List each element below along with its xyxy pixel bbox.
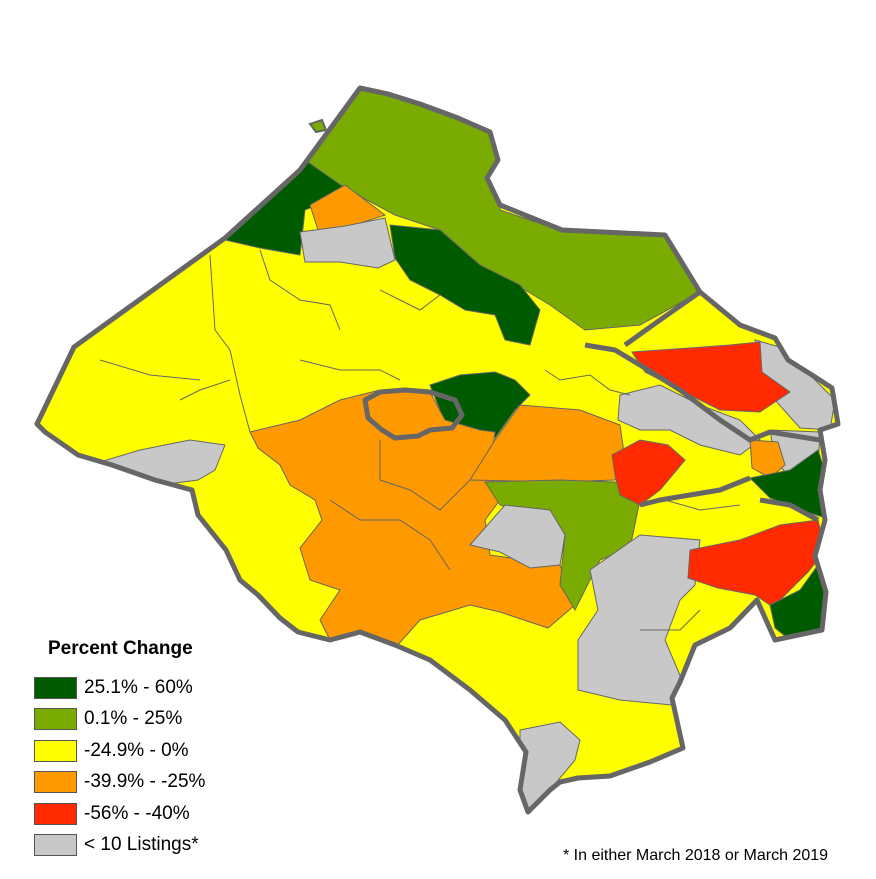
legend-swatch: [34, 676, 77, 699]
legend-swatch: [34, 708, 77, 731]
legend-item: 25.1% - 60%: [34, 672, 205, 704]
region-orange-east-small: [749, 439, 786, 479]
legend-swatch: [34, 802, 77, 825]
region-boundaries: [99, 249, 741, 631]
detached-region: [308, 118, 328, 134]
legend-label: -24.9% - 0%: [84, 739, 189, 761]
city-boundary-east: [584, 289, 821, 523]
legend-label: -39.9% - -25%: [84, 771, 206, 793]
region-gray-east-cluster: [617, 384, 761, 456]
legend-item: < 10 Listings*: [34, 830, 205, 862]
legend-item: -39.9% - -25%: [34, 767, 205, 799]
legend-item: -56% - -40%: [34, 798, 205, 830]
region-gray-north: [299, 217, 396, 269]
legend-items: 25.1% - 60% 0.1% - 25% -24.9% - 0% -39.9…: [34, 672, 205, 861]
region-north-central-dark-green: [389, 224, 541, 346]
region-red-east-center: [611, 439, 686, 506]
city-island-outline: [362, 387, 465, 441]
region-gray-center: [469, 504, 566, 569]
legend-item: 0.1% - 25%: [34, 704, 205, 736]
legend: Percent Change 25.1% - 60% 0.1% - 25% -2…: [34, 638, 205, 861]
legend-label: < 10 Listings*: [84, 834, 199, 856]
legend-label: 0.1% - 25%: [84, 708, 183, 730]
county-outline: [34, 85, 841, 815]
legend-item: -24.9% - 0%: [34, 735, 205, 767]
legend-swatch: [34, 771, 77, 794]
region-orange-center: [249, 389, 576, 649]
region-red-southeast: [687, 519, 826, 606]
legend-swatch: [34, 834, 77, 857]
legend-label: -56% - -40%: [84, 802, 190, 824]
legend-label: 25.1% - 60%: [84, 676, 193, 698]
legend-title: Percent Change: [48, 638, 193, 659]
footnote: * In either March 2018 or March 2019: [563, 847, 829, 864]
legend-swatch: [34, 739, 77, 762]
